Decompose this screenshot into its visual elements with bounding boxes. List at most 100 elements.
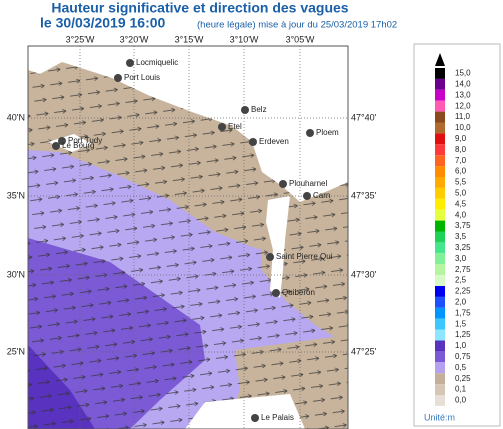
legend-swatch bbox=[435, 264, 445, 276]
place-label: Port Tudy bbox=[68, 136, 102, 145]
legend-swatch bbox=[435, 198, 445, 210]
legend-label: 9,0 bbox=[455, 134, 467, 143]
date: le 30/03/2019 16:00 bbox=[40, 15, 166, 31]
place-label: Port Louis bbox=[124, 73, 160, 82]
legend-swatch bbox=[435, 187, 445, 199]
legend-swatch bbox=[435, 144, 445, 156]
lat-label: 47°40' bbox=[351, 112, 377, 122]
place-label: Plouharnel bbox=[289, 179, 327, 188]
legend-swatch bbox=[435, 340, 445, 352]
legend-label: 1,0 bbox=[455, 341, 467, 350]
legend-swatch bbox=[435, 318, 445, 330]
lon-label: 3°25'W bbox=[66, 34, 95, 44]
lon-label: 3°10'W bbox=[230, 34, 259, 44]
place-label: Carn bbox=[313, 191, 330, 200]
legend-label: 3,5 bbox=[455, 232, 467, 241]
place-dot bbox=[272, 289, 280, 297]
legend-swatch bbox=[435, 362, 445, 374]
legend-swatch bbox=[435, 122, 445, 134]
legend-swatch bbox=[435, 166, 445, 177]
legend-label: 3,25 bbox=[455, 243, 471, 252]
legend-swatch bbox=[435, 296, 445, 308]
legend-swatch bbox=[435, 395, 445, 406]
legend-label: 0,1 bbox=[455, 385, 467, 394]
legend-label: 2,25 bbox=[455, 287, 471, 296]
legend-label: 7,0 bbox=[455, 156, 467, 165]
lat-label: 47°25' bbox=[351, 346, 377, 356]
legend-label: 4,0 bbox=[455, 210, 467, 219]
legend-label: 0,25 bbox=[455, 374, 471, 383]
legend-label: 8,0 bbox=[455, 145, 467, 154]
legend-label: 4,5 bbox=[455, 199, 467, 208]
land bbox=[266, 196, 290, 298]
legend-label: 15,0 bbox=[455, 69, 471, 78]
legend-label: 1,75 bbox=[455, 308, 471, 317]
lon-label: 3°05'W bbox=[286, 34, 315, 44]
legend-swatch bbox=[435, 133, 445, 145]
lat-label: 47°30' bbox=[351, 269, 377, 279]
overlay: 3°25'W 3°20'W 3°15'W 3°10'W 3°05'W 40'N 35'N 30… bbox=[7, 34, 471, 422]
legend-swatch bbox=[435, 100, 445, 112]
legend-label: 0,5 bbox=[455, 363, 467, 372]
place-dot bbox=[58, 137, 66, 145]
place-dot bbox=[303, 192, 311, 200]
land bbox=[28, 46, 348, 202]
legend-arrow bbox=[435, 53, 445, 66]
legend-label: 14,0 bbox=[455, 79, 471, 88]
legend-swatch bbox=[435, 373, 445, 385]
legend-label: 1,25 bbox=[455, 330, 471, 339]
legend-label: 5,5 bbox=[455, 178, 467, 187]
place-label: Belz bbox=[251, 105, 267, 114]
legend-swatch bbox=[435, 68, 445, 79]
legend-swatch bbox=[435, 242, 445, 254]
lat-label: 30'N bbox=[7, 269, 25, 279]
update-note: (heure légale) mise à jour du 25/03/2019… bbox=[197, 20, 397, 31]
legend-swatch bbox=[435, 231, 445, 243]
legend-label: 1,5 bbox=[455, 319, 467, 328]
place-dot bbox=[114, 74, 122, 82]
place-label: Etel bbox=[228, 122, 242, 131]
lon-label: 3°15'W bbox=[175, 34, 204, 44]
legend-label: 2,5 bbox=[455, 276, 467, 285]
legend-label: 2,75 bbox=[455, 265, 471, 274]
place-dot bbox=[126, 59, 134, 67]
place-dot bbox=[249, 138, 257, 146]
legend-label: 11,0 bbox=[455, 112, 471, 121]
legend-swatch bbox=[435, 329, 445, 341]
legend-swatch bbox=[435, 111, 445, 123]
legend-label: 12,0 bbox=[455, 101, 471, 110]
legend-swatch bbox=[435, 286, 445, 297]
land bbox=[185, 394, 305, 429]
lat-label: 47°35' bbox=[351, 190, 377, 200]
legend-swatch bbox=[435, 351, 445, 363]
legend-swatch bbox=[435, 177, 445, 188]
place-label: Quiberon bbox=[282, 288, 315, 297]
legend-label: 5,0 bbox=[455, 188, 467, 197]
place-label: Le Palais bbox=[261, 413, 294, 422]
place-dot bbox=[52, 142, 60, 150]
land bbox=[48, 134, 92, 152]
lat-label: 25'N bbox=[7, 346, 25, 356]
legend-swatch bbox=[435, 307, 445, 319]
legend-swatch bbox=[435, 220, 445, 232]
title: Hauteur significative et direction des v… bbox=[51, 0, 348, 16]
lon-label: 3°20'W bbox=[120, 34, 149, 44]
legend-unit: Unité:m bbox=[424, 412, 455, 422]
map-frame bbox=[27, 45, 349, 429]
lat-label: 35'N bbox=[7, 190, 25, 200]
place-label: Erdeven bbox=[259, 137, 289, 146]
legend-label: 3,75 bbox=[455, 221, 471, 230]
legend-label: 6,0 bbox=[455, 167, 467, 176]
legend-label: 2,0 bbox=[455, 297, 467, 306]
legend-swatch bbox=[435, 253, 445, 265]
place-dot bbox=[251, 414, 259, 422]
place-dot bbox=[218, 123, 226, 131]
legend-label: 0,75 bbox=[455, 352, 471, 361]
place-dot bbox=[279, 180, 287, 188]
legend bbox=[413, 43, 501, 427]
lat-label: 40'N bbox=[7, 112, 25, 122]
legend-swatch bbox=[435, 78, 445, 90]
place-dot bbox=[241, 106, 249, 114]
legend-swatch bbox=[435, 209, 445, 221]
